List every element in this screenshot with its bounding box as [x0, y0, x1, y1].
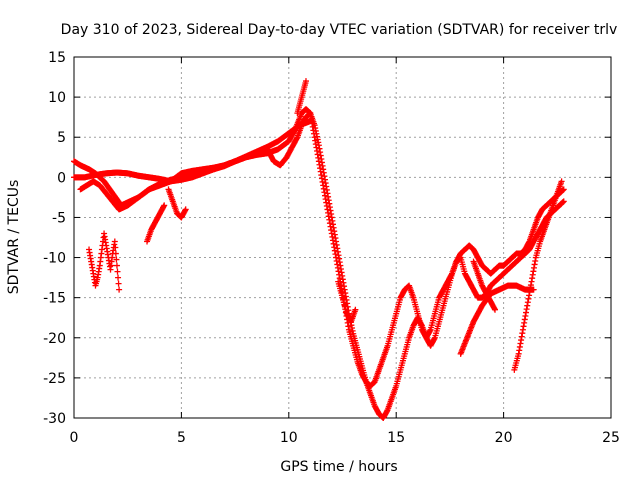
y-tick-label: 15 [48, 50, 66, 66]
y-tick-label: -20 [43, 331, 66, 347]
data-point [111, 238, 118, 245]
y-tick-label: -15 [43, 291, 66, 307]
y-tick-label: -30 [43, 411, 66, 427]
data-point [115, 274, 122, 281]
y-tick-label: -10 [43, 251, 66, 267]
y-axis-ticks: 15 10 5 0 -5 -10 -15 -20 -25 -30 [43, 50, 611, 427]
plot-frame [73, 56, 612, 419]
data-point [558, 178, 565, 185]
chart-title: Day 310 of 2023, Sidereal Day-to-day VTE… [61, 22, 618, 38]
data-point [116, 286, 123, 293]
x-axis-ticks: 0 5 10 15 20 25 [70, 57, 620, 446]
x-tick-label: 5 [177, 430, 186, 446]
data-point [113, 256, 120, 263]
grid-lines [74, 57, 611, 418]
data-point [112, 244, 119, 251]
y-tick-label: 5 [57, 130, 66, 146]
y-tick-label: 0 [57, 170, 66, 186]
y-tick-label: 10 [48, 90, 66, 106]
x-tick-label: 20 [495, 430, 513, 446]
data-point [114, 268, 121, 275]
data-point [560, 186, 567, 193]
data-point [492, 306, 499, 313]
y-axis-label: SDTVAR / TECUs [6, 180, 22, 295]
x-tick-label: 15 [387, 430, 405, 446]
y-tick-label: -25 [43, 371, 66, 387]
data-points [71, 78, 567, 421]
data-point [530, 286, 537, 293]
data-point [352, 306, 359, 313]
data-point [560, 198, 567, 205]
data-point [182, 206, 189, 213]
y-tick-label: -5 [52, 210, 66, 226]
data-point [115, 280, 122, 287]
data-point [307, 118, 314, 125]
data-point [112, 250, 119, 257]
x-axis-label: GPS time / hours [280, 459, 397, 475]
x-tick-label: 0 [70, 430, 79, 446]
data-point [302, 78, 309, 85]
data-point [161, 202, 168, 209]
data-point [113, 262, 120, 269]
x-tick-label: 10 [280, 430, 298, 446]
x-tick-label: 25 [602, 430, 620, 446]
